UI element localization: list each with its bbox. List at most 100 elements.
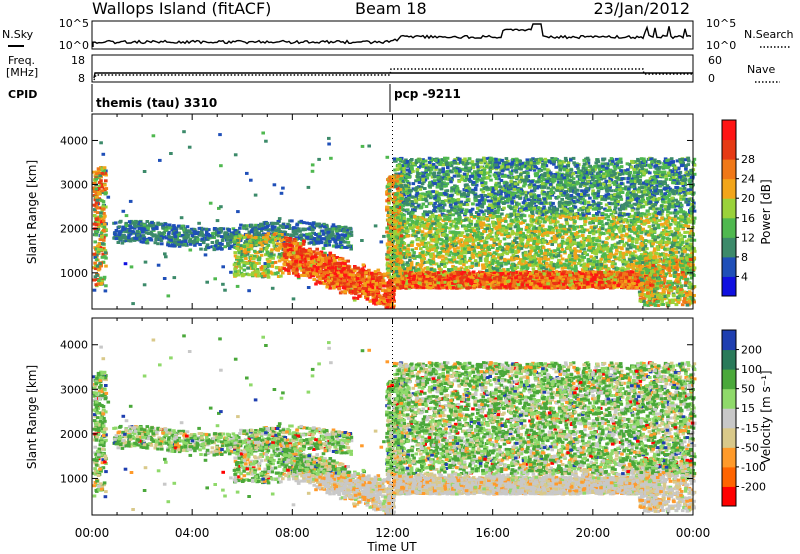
power-cell (447, 278, 451, 281)
power-cell (202, 241, 206, 244)
noise-search-label: N.Search (744, 28, 794, 41)
power-cell (354, 288, 358, 291)
power-cell (260, 266, 264, 269)
power-cell (287, 253, 291, 256)
power-cell (295, 260, 299, 263)
power-cell (174, 238, 178, 241)
power-cell (301, 228, 305, 231)
power-cell (385, 303, 389, 306)
power-cell (248, 240, 252, 243)
power-cell (118, 232, 122, 235)
power-cell (337, 225, 341, 228)
power-cell (250, 229, 254, 232)
power-cell (616, 284, 620, 287)
power-cell (238, 235, 242, 238)
freq-label-2: [MHz] (6, 66, 38, 79)
power-cell (361, 271, 365, 274)
power-cell (267, 264, 271, 267)
power-cell (315, 224, 319, 227)
title-date: 23/Jan/2012 (593, 0, 690, 18)
power-cell (196, 238, 200, 241)
power-cell (185, 229, 189, 232)
power-cell (136, 234, 140, 237)
power-cell (95, 218, 99, 221)
power-cell (388, 279, 392, 282)
power-cell (182, 244, 186, 247)
power-cell (367, 276, 371, 279)
power-cell (310, 260, 314, 263)
power-cell (376, 302, 380, 305)
power-cell (99, 215, 103, 218)
power-cell (174, 235, 178, 238)
power-cell (163, 252, 167, 255)
power-cell (254, 241, 258, 244)
power-cell (315, 248, 319, 251)
power-cell (265, 248, 269, 251)
power-cell (247, 236, 251, 239)
power-cell (326, 231, 330, 234)
power-cell (103, 166, 107, 169)
power-cell (318, 235, 322, 238)
power-cell (346, 266, 350, 269)
power-cell (375, 282, 379, 285)
power-cell (279, 275, 283, 278)
power-cell (382, 299, 386, 302)
power-cell (283, 248, 287, 251)
power-cell (155, 226, 159, 229)
power-cell (259, 248, 263, 251)
power-cell (237, 262, 241, 265)
power-cell (341, 237, 345, 240)
power-cell (295, 252, 299, 255)
noise-sky-label: N.Sky (2, 28, 34, 41)
power-cell (274, 272, 278, 275)
power-cell (157, 264, 161, 267)
power-cell (307, 286, 311, 289)
power-cell (299, 252, 303, 255)
power-cell (107, 196, 111, 199)
power-cell (568, 270, 572, 273)
power-cell (179, 227, 183, 230)
power-cell (293, 242, 297, 245)
power-cell (220, 235, 224, 238)
noise-left-tick-top: 10^5 (59, 17, 89, 30)
power-cell (246, 267, 250, 270)
power-cell (254, 236, 258, 239)
power-cell (329, 252, 333, 255)
power-cell (247, 289, 251, 292)
freq-right-tick-top: 60 (708, 54, 722, 67)
power-cell (260, 254, 264, 257)
power-cell (123, 228, 127, 231)
power-cell (96, 211, 100, 214)
power-cell (213, 227, 217, 230)
power-cell (147, 232, 151, 235)
power-cell (224, 236, 228, 239)
power-cell (150, 239, 154, 242)
power-cell (332, 227, 336, 230)
power-cell (273, 233, 277, 236)
power-cell (233, 267, 237, 270)
power-cell (96, 245, 100, 248)
noise-sky-series (93, 24, 691, 47)
power-cell (104, 251, 108, 254)
power-cell (311, 163, 315, 166)
power-cell (235, 231, 239, 234)
power-cell (95, 188, 99, 191)
power-cell (327, 143, 331, 146)
power-cell (311, 228, 315, 231)
power-cell (281, 187, 285, 190)
power-cell (271, 228, 275, 231)
power-cell (129, 200, 133, 203)
power-cell (243, 250, 247, 253)
power-cell (204, 248, 208, 251)
power-cell (216, 219, 220, 222)
power-cell (314, 233, 318, 236)
power-cell (338, 258, 342, 261)
power-cell (318, 270, 322, 273)
power-cell (322, 233, 326, 236)
power-cell (342, 279, 346, 282)
power-cell (294, 272, 298, 275)
power-cell (322, 254, 326, 257)
title-left: Wallops Island (fitACF) (92, 0, 271, 18)
power-cell (101, 189, 105, 192)
